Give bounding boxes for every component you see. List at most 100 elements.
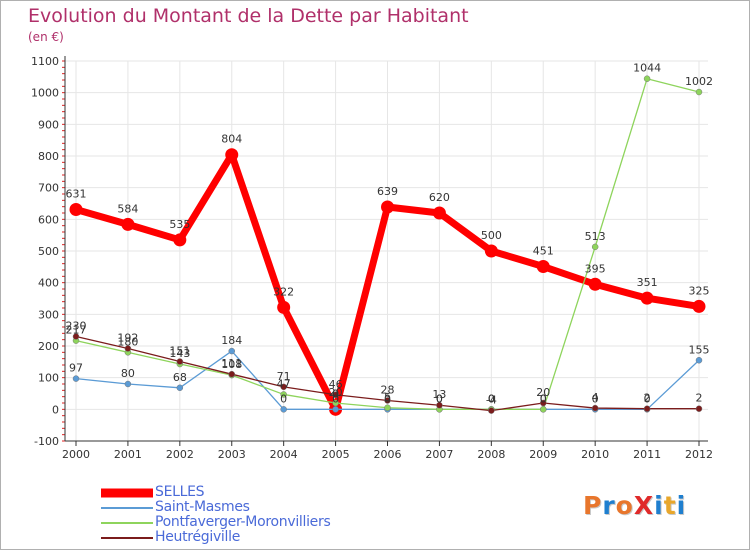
data-point-selles-2012 [692, 299, 706, 313]
data-label-heutregiville-2010: 4 [592, 391, 599, 404]
data-point-saint-masmes-2012 [695, 357, 703, 364]
legend-label-pontfaverger-moronvilliers: Pontfaverger-Moronvilliers [155, 514, 331, 530]
data-label-heutregiville-2012: 2 [696, 392, 703, 405]
data-label-pontfaverger-moronvilliers-2011: 1044 [633, 62, 661, 75]
data-label-selles-2003: 804 [221, 133, 242, 146]
data-point-selles-2000 [69, 203, 83, 217]
data-label-selles-2006: 639 [377, 185, 398, 198]
data-point-heutregiville-2010 [591, 404, 599, 412]
data-point-saint-masmes-2003 [228, 347, 235, 355]
legend-swatch-heutregiville [101, 536, 153, 539]
y-tick-label-200: 200 [38, 340, 59, 353]
y-tick-label-800: 800 [38, 150, 59, 163]
logo-letter: o [615, 491, 634, 520]
data-point-selles-2004 [277, 300, 291, 314]
data-point-saint-masmes-2005 [332, 406, 339, 413]
data-label-saint-masmes-2012: 155 [689, 343, 710, 356]
data-label-saint-masmes-2000: 97 [69, 362, 83, 375]
data-label-selles-2012: 325 [689, 284, 710, 297]
data-point-heutregiville-2011 [643, 405, 651, 412]
data-point-heutregiville-2000 [72, 333, 80, 340]
data-label-heutregiville-2006: 28 [381, 383, 395, 396]
chart-title: Evolution du Montant de la Dette par Hab… [28, 5, 469, 27]
data-point-saint-masmes-2002 [176, 384, 184, 392]
data-label-heutregiville-2011: 2 [644, 392, 651, 405]
data-point-heutregiville-2007 [436, 401, 443, 409]
y-tick-label-700: 700 [38, 182, 59, 195]
data-point-selles-2001 [121, 217, 135, 231]
data-label-pontfaverger-moronvilliers-2009: 0 [540, 392, 547, 405]
y-tick-label-0: 0 [52, 403, 59, 416]
x-tick-label-2007: 2007 [425, 448, 453, 461]
series-lines [69, 75, 706, 416]
x-tick-label-2002: 2002 [166, 448, 194, 461]
data-point-pontfaverger-moronvilliers-2011 [643, 75, 651, 82]
legend-label-heutregiville: Heutrégiville [155, 529, 241, 545]
x-tick-label-2000: 2000 [62, 448, 90, 461]
x-tick-label-2001: 2001 [114, 448, 142, 461]
data-point-pontfaverger-moronvilliers-2012 [695, 88, 703, 96]
data-point-selles-2003 [225, 148, 239, 162]
data-label-heutregiville-2002: 151 [169, 345, 190, 358]
data-label-heutregiville-2000: 230 [66, 320, 87, 333]
legend-label-selles: SELLES [155, 484, 205, 500]
data-label-pontfaverger-moronvilliers-2002: 143 [169, 347, 190, 360]
data-point-saint-masmes-2004 [280, 406, 287, 413]
legend-label-saint-masmes: Saint-Masmes [155, 499, 250, 515]
data-label-selles-2008: 500 [481, 229, 502, 242]
data-label-selles-2002: 535 [169, 218, 190, 231]
x-tick-label-2011: 2011 [633, 448, 661, 461]
data-label-pontfaverger-moronvilliers-2000: 217 [66, 324, 87, 337]
data-point-pontfaverger-moronvilliers-2004 [280, 391, 287, 398]
data-point-selles-2008 [484, 244, 498, 258]
data-label-selles-2010: 395 [585, 262, 606, 275]
x-tick-label-2008: 2008 [477, 448, 505, 461]
data-point-selles-2011 [640, 291, 654, 305]
data-point-pontfaverger-moronvilliers-2009 [540, 406, 547, 413]
data-label-saint-masmes-2003: 184 [221, 334, 242, 347]
data-label-heutregiville-2003: 111 [221, 357, 242, 370]
data-label-selles-2000: 631 [66, 188, 87, 201]
x-tick-label-2012: 2012 [685, 448, 713, 461]
data-label-pontfaverger-moronvilliers-2004: 47 [277, 377, 291, 390]
data-point-heutregiville-2012 [695, 405, 703, 412]
data-point-pontfaverger-moronvilliers-2006 [384, 404, 391, 411]
data-point-heutregiville-2005 [332, 391, 339, 399]
data-point-pontfaverger-moronvilliers-2005 [332, 399, 339, 407]
data-label-saint-masmes-2009: 0 [540, 392, 547, 405]
data-point-heutregiville-2004 [280, 383, 287, 391]
logo-letter: X [633, 491, 655, 520]
data-label-heutregiville-2007: 13 [432, 388, 446, 401]
data-label-heutregiville-2009: 20 [536, 386, 550, 399]
data-label-heutregiville-2008: -4 [486, 394, 497, 407]
data-point-heutregiville-2006 [384, 397, 391, 404]
data-label-saint-masmes-2011: 0 [644, 392, 651, 405]
logo-letter: t [663, 491, 677, 520]
data-point-heutregiville-2002 [176, 358, 184, 365]
data-point-saint-masmes-2001 [124, 380, 132, 388]
data-label-pontfaverger-moronvilliers-2012: 1002 [685, 75, 713, 88]
x-tick-label-2005: 2005 [322, 448, 350, 461]
legend-swatch-saint-masmes [101, 506, 153, 509]
data-label-saint-masmes-2008: 0 [488, 392, 495, 405]
y-tick-label--100: -100 [34, 435, 59, 448]
y-tick-label-500: 500 [38, 245, 59, 258]
data-point-heutregiville-2003 [228, 370, 235, 378]
data-label-saint-masmes-2005: 0 [332, 392, 339, 405]
x-tick-label-2006: 2006 [374, 448, 402, 461]
y-tick-label-1000: 1000 [31, 87, 59, 100]
y-tick-label-600: 600 [38, 213, 59, 226]
x-tick-label-2004: 2004 [270, 448, 298, 461]
data-label-heutregiville-2004: 71 [277, 370, 291, 383]
data-label-saint-masmes-2001: 80 [121, 367, 135, 380]
data-point-selles-2010 [588, 277, 602, 291]
legend-swatch-pontfaverger-moronvilliers [101, 521, 153, 524]
y-tick-label-400: 400 [38, 277, 59, 290]
data-label-pontfaverger-moronvilliers-2005: 20 [329, 386, 343, 399]
x-tick-label-2010: 2010 [581, 448, 609, 461]
data-point-selles-2009 [536, 260, 550, 274]
data-point-saint-masmes-2000 [72, 375, 80, 382]
data-label-saint-masmes-2010: 0 [592, 392, 599, 405]
data-point-heutregiville-2001 [124, 345, 132, 352]
y-tick-label-300: 300 [38, 308, 59, 321]
